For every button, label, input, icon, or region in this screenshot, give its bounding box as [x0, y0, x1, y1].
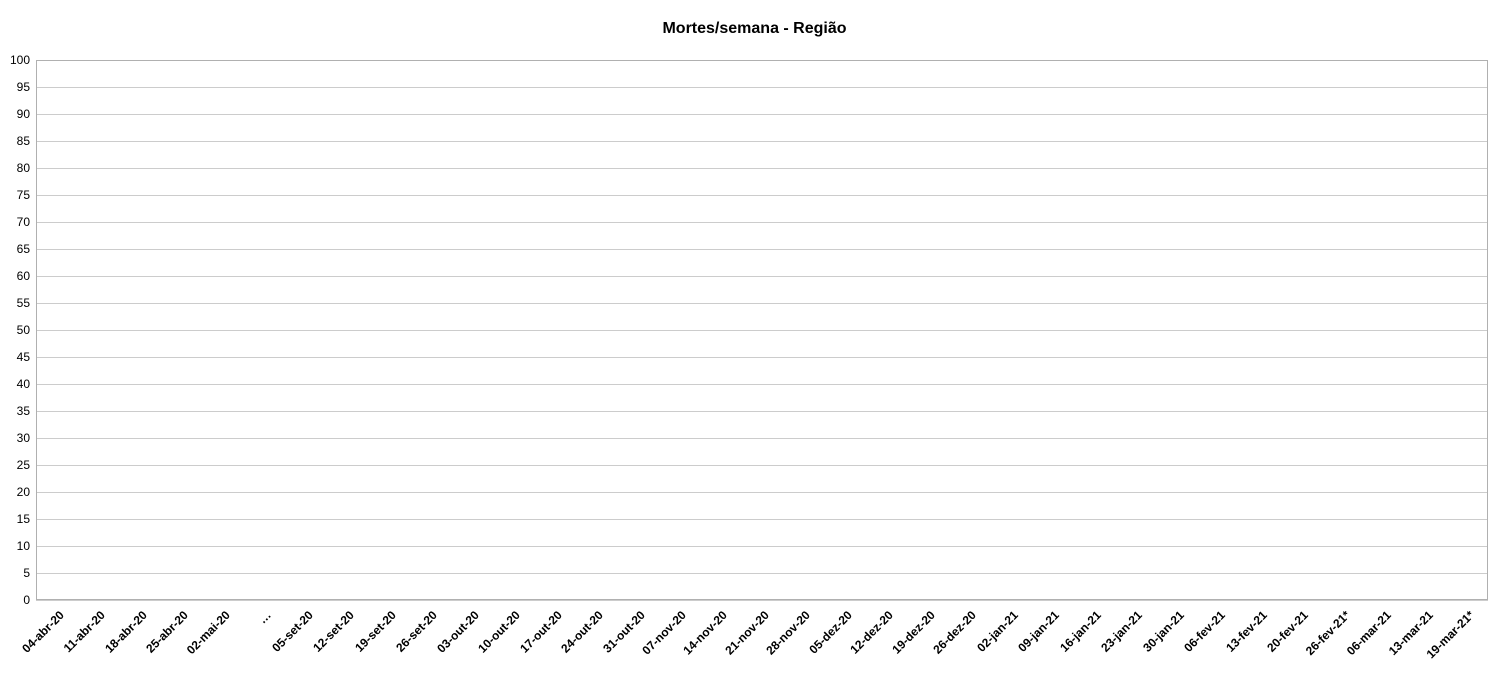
x-tick-label: 21-nov-20 [722, 608, 772, 658]
y-tick-label: 90 [2, 107, 36, 121]
x-tick-label: 23-jan-21 [1099, 608, 1146, 655]
x-tick-label: 02-mai-20 [184, 608, 233, 657]
gridline [36, 600, 1488, 601]
y-tick-label: 55 [2, 296, 36, 310]
x-tick-label: 10-out-20 [475, 608, 523, 656]
x-tick-label: 18-abr-20 [102, 608, 150, 656]
x-tick-label: 03-out-20 [434, 608, 482, 656]
x-tick-label: 26-fev-21* [1303, 608, 1353, 658]
x-tick-label: 02-jan-21 [974, 608, 1021, 655]
y-tick-label: 60 [2, 269, 36, 283]
x-tick-label: 07-nov-20 [639, 608, 689, 658]
x-tick-label: 24-out-20 [558, 608, 606, 656]
x-tick-label: 26-set-20 [393, 608, 440, 655]
y-tick-label: 20 [2, 485, 36, 499]
chart-container: Mortes/semana - Região 04-abr-2011-abr-2… [0, 0, 1509, 692]
y-tick-label: 95 [2, 80, 36, 94]
x-tick-label: 04-abr-20 [19, 608, 67, 656]
y-tick-label: 85 [2, 134, 36, 148]
x-tick-label: 11-abr-20 [61, 608, 108, 655]
x-tick-label: 05-set-20 [269, 608, 316, 655]
x-tick-label: 06-fev-21 [1182, 608, 1229, 655]
y-tick-label: 45 [2, 350, 36, 364]
y-tick-label: 30 [2, 431, 36, 445]
x-tick-label: 19-dez-20 [889, 608, 938, 657]
x-tick-label: 16-jan-21 [1057, 608, 1104, 655]
y-tick-label: 50 [2, 323, 36, 337]
y-tick-label: 25 [2, 458, 36, 472]
x-tick-label: … [256, 608, 274, 626]
x-tick-label: 12-dez-20 [848, 608, 897, 657]
x-tick-label: 09-jan-21 [1016, 608, 1063, 655]
x-tick-label: 30-jan-21 [1140, 608, 1187, 655]
x-tick-label: 19-set-20 [352, 608, 399, 655]
y-tick-label: 10 [2, 539, 36, 553]
x-tick-label: 26-dez-20 [931, 608, 980, 657]
x-tick-label: 17-out-20 [517, 608, 565, 656]
x-tick-label: 12-set-20 [310, 608, 357, 655]
x-tick-label: 05-dez-20 [806, 608, 855, 657]
y-tick-label: 15 [2, 512, 36, 526]
y-tick-label: 40 [2, 377, 36, 391]
y-tick-label: 70 [2, 215, 36, 229]
y-tick-label: 65 [2, 242, 36, 256]
y-tick-label: 35 [2, 404, 36, 418]
bars [36, 60, 1488, 600]
y-tick-label: 80 [2, 161, 36, 175]
x-tick-label: 28-nov-20 [764, 608, 814, 658]
y-tick-label: 5 [2, 566, 36, 580]
y-tick-label: 75 [2, 188, 36, 202]
x-tick-label: 13-fev-21 [1223, 608, 1270, 655]
chart-title: Mortes/semana - Região [0, 0, 1509, 38]
x-tick-label: 25-abr-20 [143, 608, 191, 656]
y-tick-label: 100 [2, 53, 36, 67]
plot-area: 04-abr-2011-abr-2018-abr-2025-abr-2002-m… [36, 60, 1488, 600]
x-tick-label: 14-nov-20 [681, 608, 731, 658]
y-tick-label: 0 [2, 593, 36, 607]
